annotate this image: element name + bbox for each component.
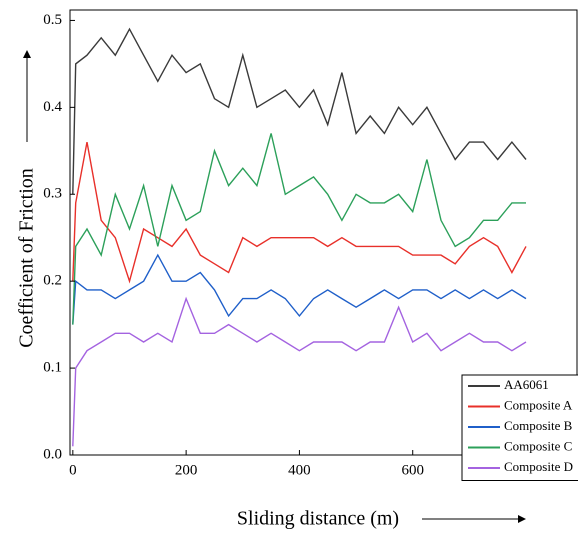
legend-label: Composite B <box>504 418 573 433</box>
legend-label: Composite A <box>504 397 573 412</box>
y-tick-label: 0.1 <box>43 360 62 376</box>
x-tick-label: 400 <box>288 462 311 478</box>
series-line <box>72 133 526 325</box>
series-line <box>72 27 527 195</box>
y-tick-label: 0.0 <box>43 446 62 462</box>
legend-label: AA6061 <box>504 377 549 392</box>
y-axis-title: Coefficient of Friction <box>16 168 38 348</box>
y-tick-label: 0.2 <box>43 273 62 289</box>
y-tick-label: 0.4 <box>43 99 62 115</box>
plot-frame <box>69 9 578 456</box>
series-line <box>72 296 527 447</box>
series-line <box>72 253 527 325</box>
x-tick-label: 600 <box>401 462 424 478</box>
x-tick-label: 0 <box>69 462 77 478</box>
legend-label: Composite C <box>504 438 572 453</box>
legend-label: Composite D <box>504 459 573 474</box>
x-tick-label: 200 <box>175 462 198 478</box>
y-arrow-head <box>23 50 31 58</box>
y-tick-label: 0.5 <box>43 12 62 28</box>
x-arrow-head <box>518 515 526 523</box>
y-tick-label: 0.3 <box>43 186 62 202</box>
x-axis-title: Sliding distance (m) <box>237 508 399 530</box>
series-line <box>72 141 527 284</box>
